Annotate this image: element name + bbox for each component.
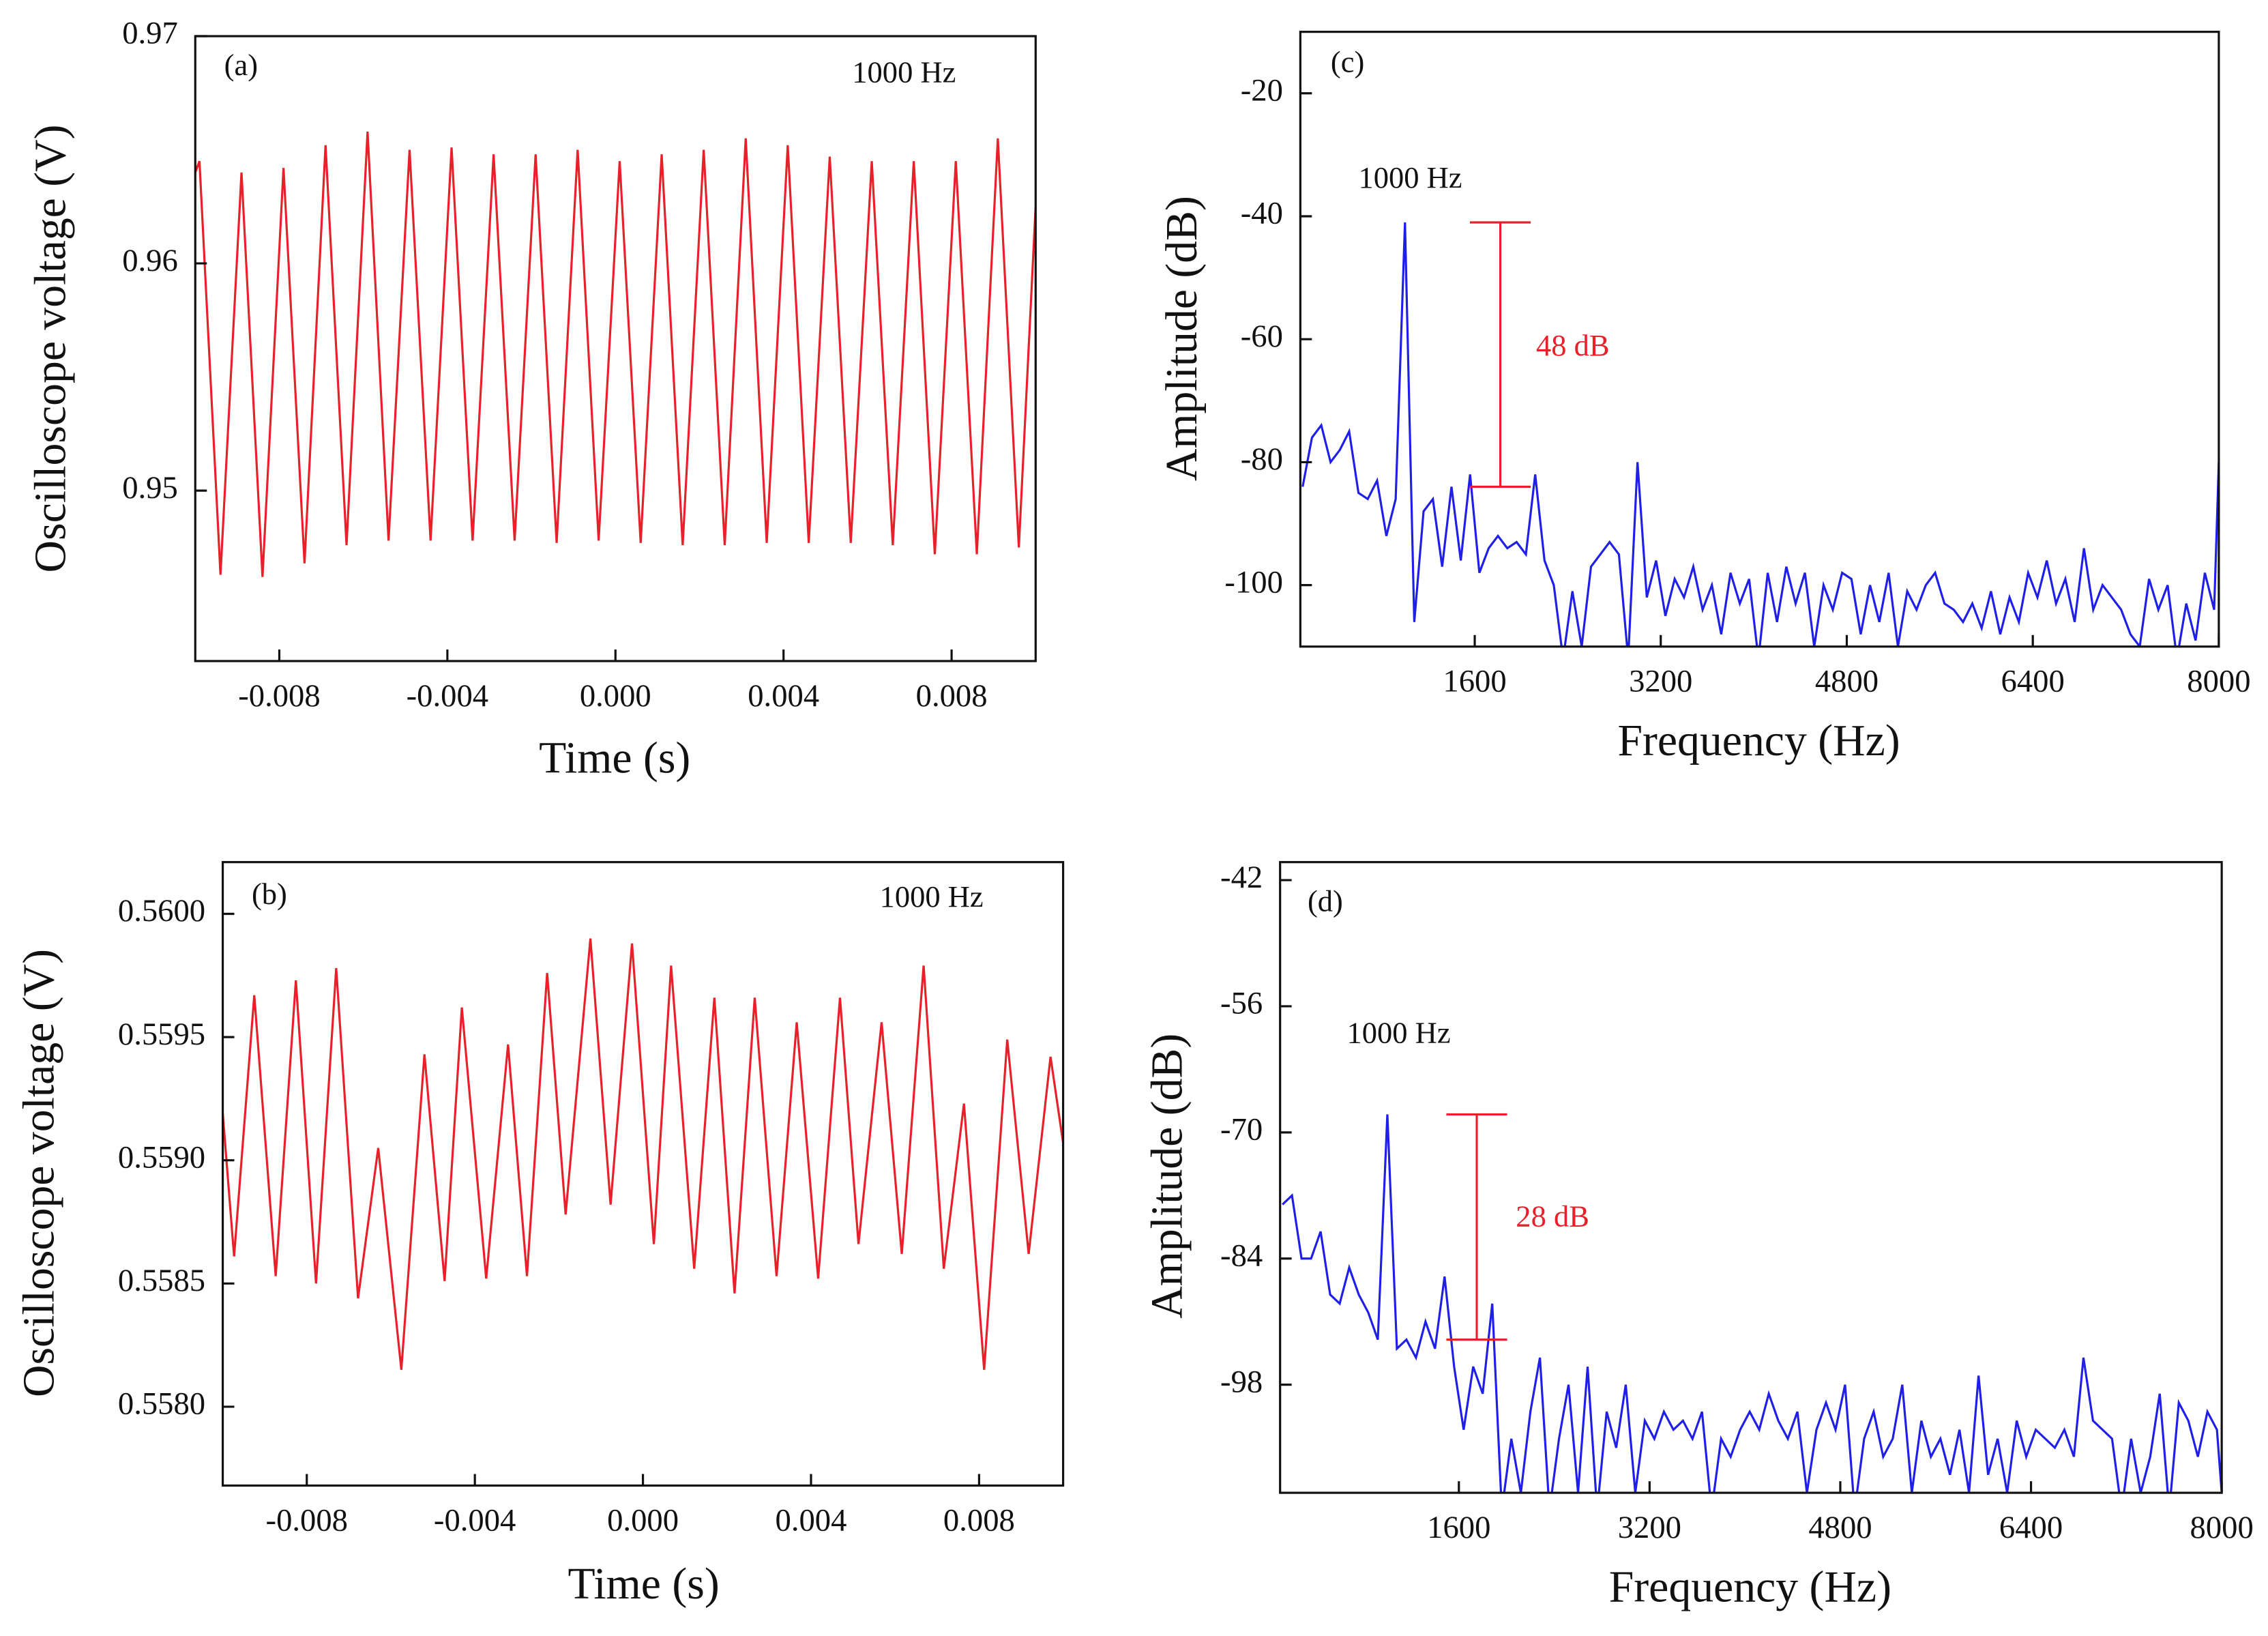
x-tick-label: 0.008 [943,1502,1015,1538]
y-axis-label: Oscilloscope voltage (V) [14,949,64,1397]
plot-frame [1279,861,2223,1494]
bracket-label: 28 dB [1516,1199,1589,1233]
panel: -100 -80 -60 -40 -20 1600 3200 4800 6400 8000 Freq… [1157,31,2251,765]
x-tick-label: 0.008 [916,678,988,714]
x-tick-label: 0.004 [776,1502,847,1538]
y-tick-label: -60 [1241,319,1283,354]
y-tick-label: -100 [1224,564,1282,600]
x-axis-label: Frequency (Hz) [1609,1562,1891,1611]
y-axis-label: Oscilloscope voltage (V) [26,125,76,573]
y-axis-label: Amplitude (dB) [1143,1034,1192,1319]
x-tick-label: 1600 [1427,1510,1490,1545]
y-tick-label: 0.95 [122,470,178,506]
panel-label: (d) [1308,883,1343,918]
x-tick-label: 3200 [1618,1510,1681,1545]
x-tick-label: -0.008 [266,1502,348,1538]
y-tick-label: 0.5595 [118,1017,205,1052]
y-tick-label: 0.5580 [118,1386,205,1422]
panel: -98 -84 -70 -56 -42 1600 3200 4800 6400 8000 Frequ… [1143,860,2254,1612]
x-tick-label: -0.008 [238,678,320,714]
panel-label: (b) [252,877,287,911]
y-tick-label: 0.97 [122,16,178,51]
annotation: 1000 Hz [880,879,984,914]
y-tick-label: 0.5585 [118,1263,205,1298]
y-tick-label: -42 [1220,860,1263,895]
y-tick-label: -56 [1220,986,1263,1021]
data-line [1282,1114,2222,1493]
x-axis-label: Time (s) [568,1559,720,1609]
panel: 0.95 0.96 0.97 -0.008 -0.004 0.000 0.004 0.008 T… [26,16,1037,783]
y-tick-label: -40 [1241,196,1283,231]
x-tick-label: -0.004 [434,1502,516,1538]
annotation: 1000 Hz [852,55,956,89]
annotation: 1000 Hz [1347,1015,1451,1049]
y-tick-label: -20 [1241,72,1283,108]
y-tick-label: -98 [1220,1364,1263,1399]
panel-label: (a) [224,48,258,82]
y-axis-label: Amplitude (dB) [1157,196,1207,481]
plot-frame [194,35,1037,662]
x-tick-label: 6400 [1999,1510,2063,1545]
x-tick-label: 8000 [2187,664,2250,699]
x-tick-label: 0.004 [748,678,819,714]
y-tick-label: 0.96 [122,243,178,278]
x-axis-label: Time (s) [539,733,690,783]
plot-frame [1299,31,2220,648]
y-tick-label: 0.5590 [118,1139,205,1175]
x-tick-label: 4800 [1815,664,1879,699]
data-line [1301,222,2219,647]
y-tick-label: -84 [1220,1238,1263,1273]
bracket-label: 48 dB [1536,328,1610,362]
y-tick-label: -80 [1241,441,1283,477]
data-line [195,131,1036,577]
panel-label: (c) [1331,45,1364,79]
x-tick-label: 4800 [1808,1510,1872,1545]
x-tick-label: 3200 [1629,664,1692,699]
x-tick-label: 1600 [1443,664,1506,699]
panel: 0.5580 0.5585 0.5590 0.5595 0.5600 -0.008 -0.0… [14,861,1065,1609]
y-tick-label: -70 [1220,1112,1263,1148]
x-axis-label: Frequency (Hz) [1617,716,1900,765]
x-tick-label: 6400 [2001,664,2065,699]
x-tick-label: 0.000 [607,1502,679,1538]
data-line [222,938,1063,1370]
annotation: 1000 Hz [1358,160,1462,194]
y-tick-label: 0.5600 [118,893,205,929]
x-tick-label: -0.004 [407,678,488,714]
x-tick-label: 0.000 [580,678,651,714]
x-tick-label: 8000 [2190,1510,2254,1545]
